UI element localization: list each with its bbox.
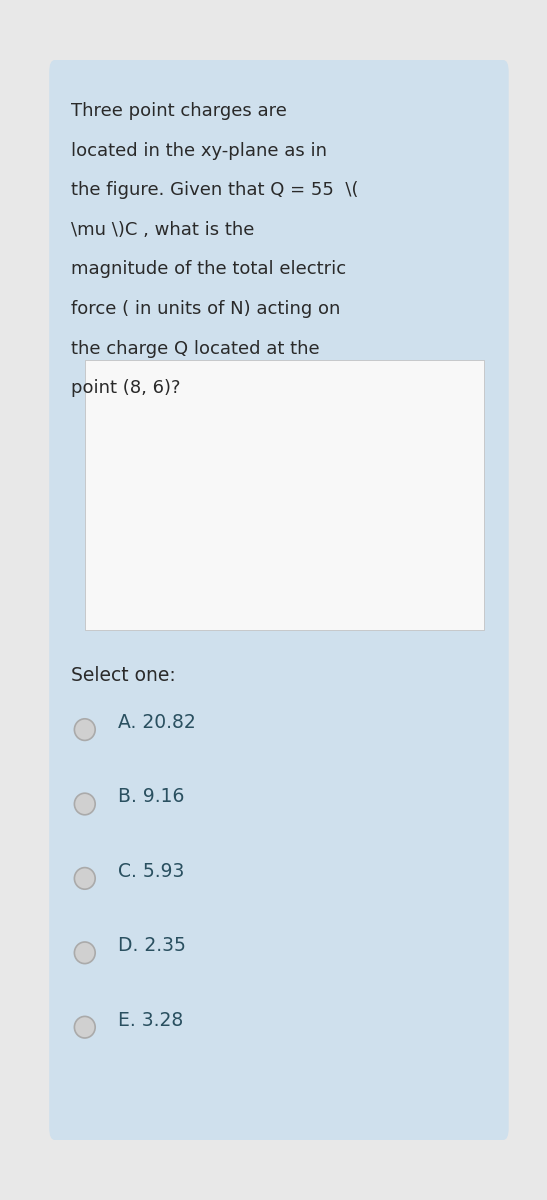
Text: B. 9.16: B. 9.16 <box>118 787 184 806</box>
Text: A. 20.82: A. 20.82 <box>118 713 195 732</box>
Text: E. 3.28: E. 3.28 <box>118 1010 183 1030</box>
Text: the charge Q located at the: the charge Q located at the <box>71 340 320 358</box>
Text: magnitude of the total electric: magnitude of the total electric <box>71 260 346 278</box>
Text: 3Q: 3Q <box>88 408 109 422</box>
Text: x: x <box>472 560 481 575</box>
Text: point (8, 6)?: point (8, 6)? <box>71 379 181 397</box>
Text: Q: Q <box>349 385 361 400</box>
Text: D. 2.35: D. 2.35 <box>118 936 185 955</box>
Text: located in the xy-plane as in: located in the xy-plane as in <box>71 142 327 160</box>
Text: y: y <box>138 372 148 388</box>
Point <box>126 406 135 425</box>
Text: \mu \)C , what is the: \mu \)C , what is the <box>71 221 254 239</box>
Text: o: o <box>112 583 119 596</box>
Text: C. 5.93: C. 5.93 <box>118 862 184 881</box>
Text: (8, 6): (8, 6) <box>395 404 436 420</box>
Point <box>372 571 381 590</box>
Point <box>372 406 381 425</box>
Text: the figure. Given that Q = 55  \(: the figure. Given that Q = 55 \( <box>71 181 359 199</box>
Text: 4Q: 4Q <box>392 587 414 602</box>
Text: force ( in units of N) acting on: force ( in units of N) acting on <box>71 300 340 318</box>
Text: Three point charges are: Three point charges are <box>71 102 287 120</box>
Text: Select one:: Select one: <box>71 666 176 685</box>
